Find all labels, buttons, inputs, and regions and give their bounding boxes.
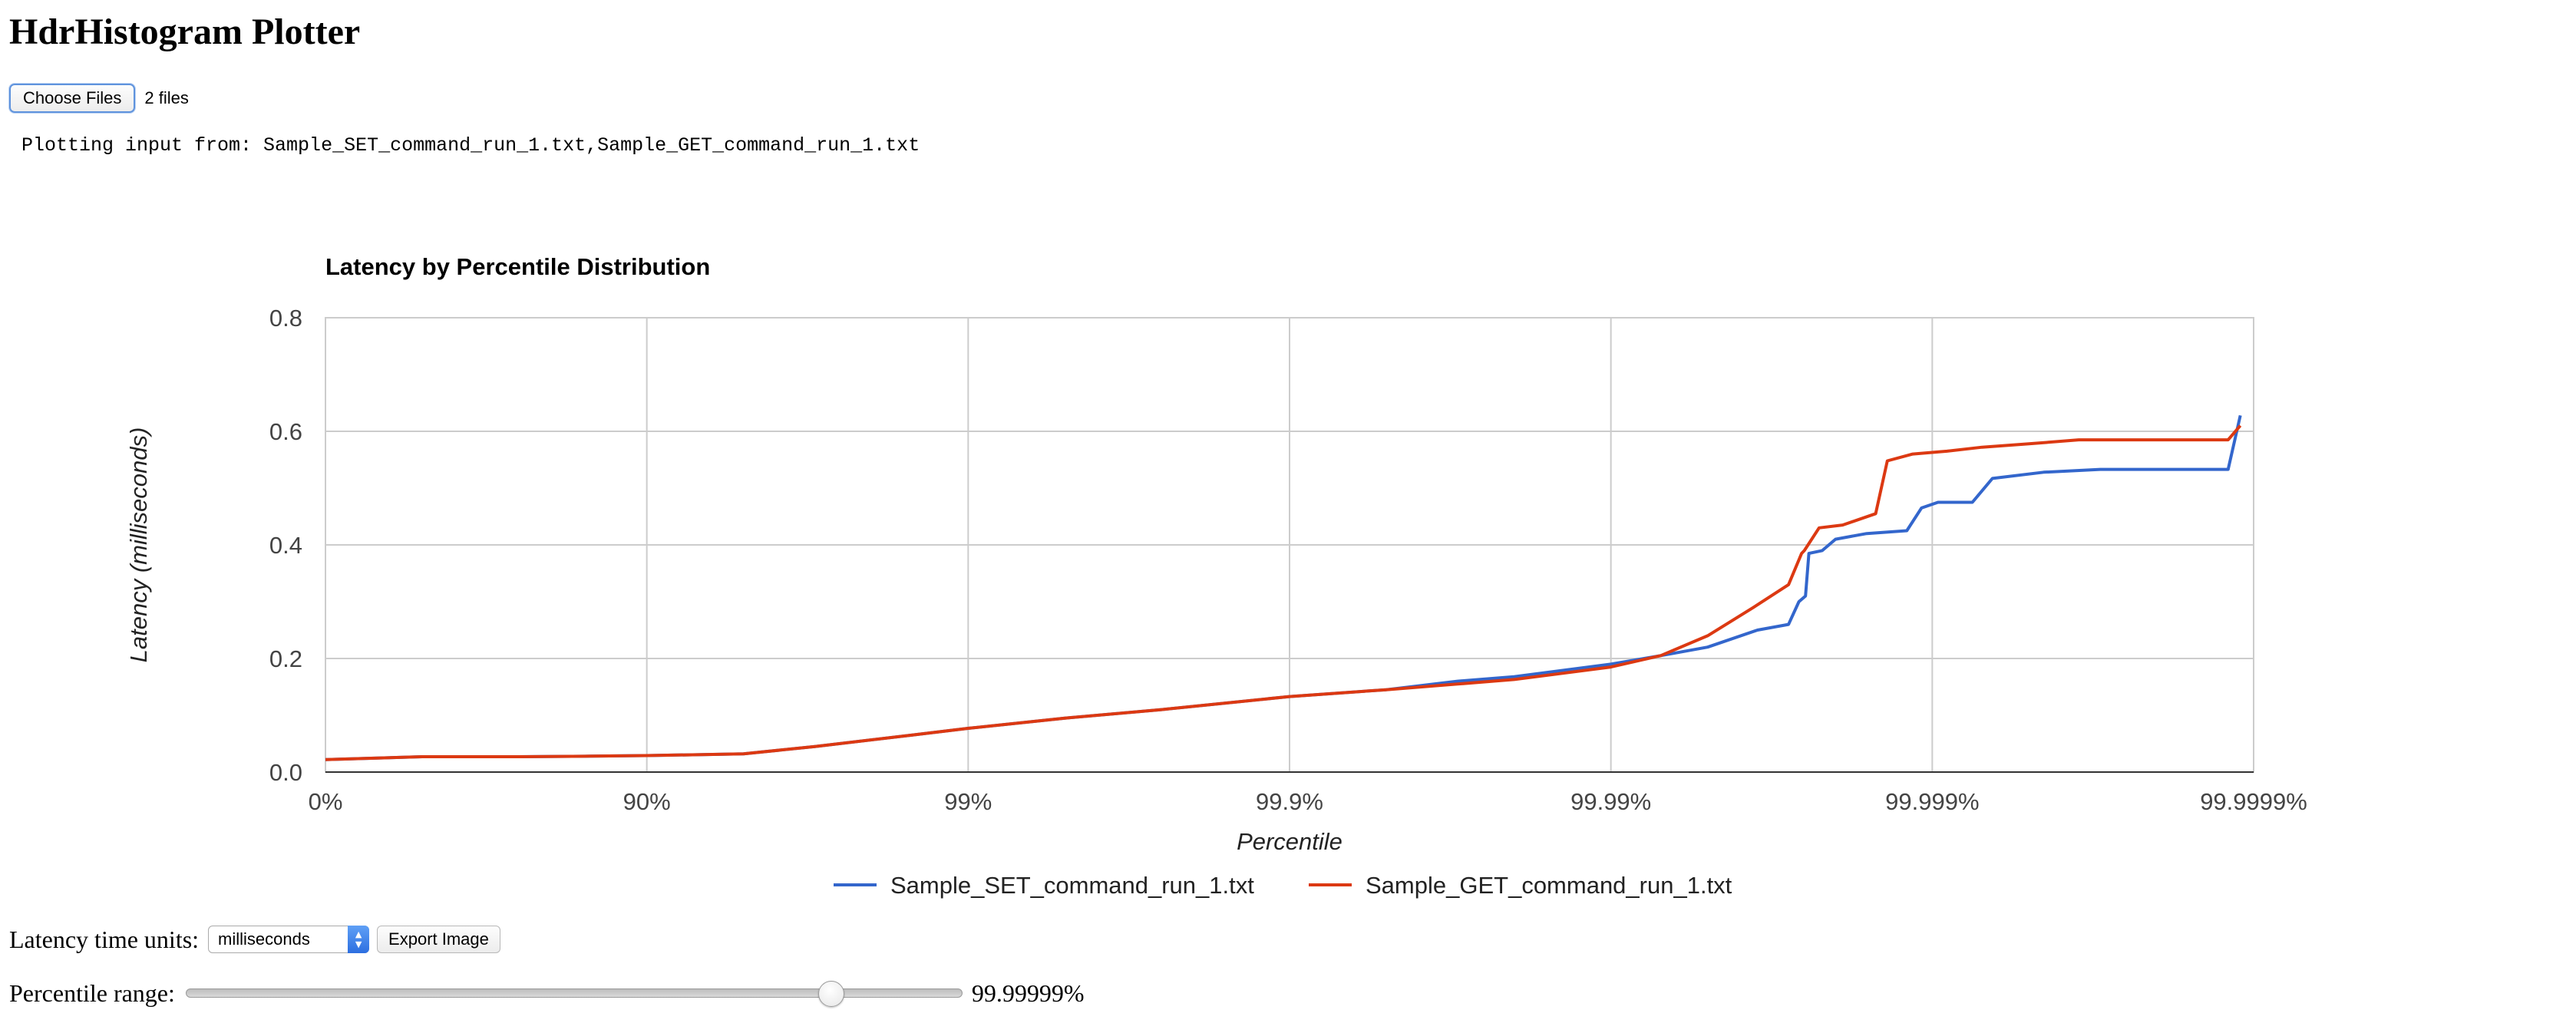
x-tick-label: 99% <box>944 788 992 815</box>
percentile-range-row: Percentile range: 99.99999% <box>9 976 1085 1010</box>
x-tick-label: 99.999% <box>1885 788 1979 815</box>
y-tick-label: 0.8 <box>269 305 302 332</box>
percentile-range-value: 99.99999% <box>971 979 1085 1007</box>
x-axis-ticks: 0% 90% 99% 99.9% 99.99% 99.999% 99.9999% <box>309 788 2307 815</box>
x-tick-label: 99.9999% <box>2200 788 2307 815</box>
page-title: HdrHistogram Plotter <box>9 12 361 52</box>
latency-units-select[interactable]: milliseconds ▲ ▼ <box>208 926 370 953</box>
x-tick-label: 99.9% <box>1256 788 1323 815</box>
choose-files-button[interactable]: Choose Files <box>9 84 136 113</box>
file-input-row: Choose Files 2 files <box>9 83 189 114</box>
y-tick-label: 0.4 <box>269 532 302 559</box>
y-tick-label: 0.2 <box>269 645 302 672</box>
export-image-button[interactable]: Export Image <box>377 926 500 953</box>
select-arrows-icon: ▲ ▼ <box>348 926 370 953</box>
series-lines <box>325 414 2242 761</box>
legend-entry: Sample_GET_command_run_1.txt <box>1366 872 1732 899</box>
x-axis-label: Percentile <box>1237 828 1342 855</box>
chart-legend: Sample_SET_command_run_1.txt Sample_GET_c… <box>834 872 1732 899</box>
x-tick-label: 0% <box>309 788 343 815</box>
latency-units-value: milliseconds <box>218 929 310 949</box>
percentile-range-slider[interactable] <box>185 981 963 1007</box>
series-line-get <box>325 424 2242 761</box>
y-axis-label: Latency (milliseconds) <box>125 427 152 663</box>
y-tick-label: 0.0 <box>269 759 302 786</box>
x-tick-label: 99.99% <box>1570 788 1651 815</box>
slider-thumb[interactable] <box>818 981 845 1007</box>
x-tick-label: 90% <box>623 788 671 815</box>
legend-entry: Sample_SET_command_run_1.txt <box>890 872 1254 899</box>
y-axis-ticks: 0.0 0.2 0.4 0.6 0.8 <box>269 305 302 786</box>
plotting-input-text: Plotting input from: Sample_SET_command_… <box>21 134 920 157</box>
latency-units-label: Latency time units: <box>9 925 200 953</box>
latency-chart: Latency by Percentile Distribution 0.00.… <box>125 253 2307 899</box>
chart-title: Latency by Percentile Distribution <box>325 253 710 280</box>
y-tick-label: 0.6 <box>269 418 302 445</box>
latency-units-row: Latency time units: milliseconds ▲ ▼ Expo… <box>9 922 500 956</box>
percentile-range-label: Percentile range: <box>9 979 175 1007</box>
file-count-label: 2 files <box>144 88 189 107</box>
